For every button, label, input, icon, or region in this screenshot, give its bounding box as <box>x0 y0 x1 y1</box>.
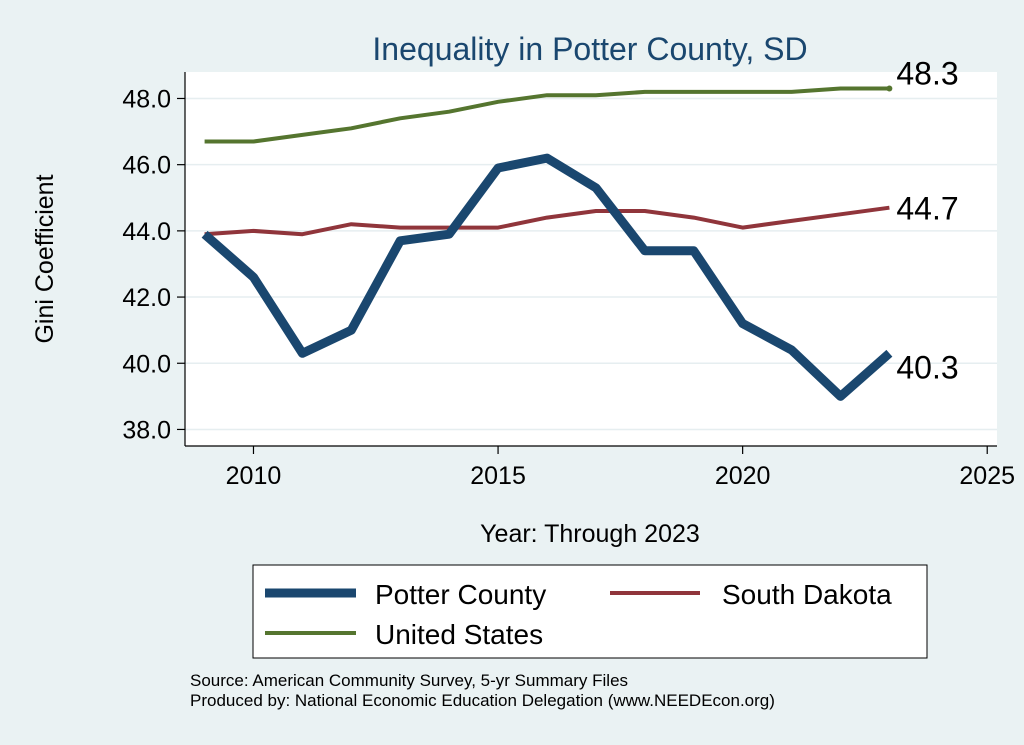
y-axis-label: Gini Coefficient <box>31 174 59 343</box>
legend-label-united-states: United States <box>375 619 543 650</box>
y-tick-label: 38.0 <box>122 416 171 444</box>
y-tick-label: 46.0 <box>122 152 171 180</box>
legend: Potter County South Dakota United States <box>252 564 928 659</box>
series-line-south-dakota <box>204 205 890 237</box>
source-note: Source: American Community Survey, 5-yr … <box>190 671 629 690</box>
y-tick-label: 42.0 <box>122 284 171 312</box>
labels-layer: 40.3 44.7 48.3 <box>896 56 958 386</box>
end-marker-united-states <box>886 85 893 92</box>
series-line-united-states <box>204 86 890 144</box>
x-tick-label: 2010 <box>226 462 282 490</box>
x-tick-label: 2015 <box>470 462 526 490</box>
end-label-potter-county: 40.3 <box>896 349 958 385</box>
y-tick-label: 48.0 <box>122 85 171 113</box>
end-label-south-dakota: 44.7 <box>896 191 958 227</box>
axes-layer: 38.0 40.0 42.0 44.0 46.0 48.0 2010 2015 2020 2025 <box>122 72 1015 490</box>
x-tick-label: 2025 <box>959 462 1015 490</box>
y-tick-label: 40.0 <box>122 350 171 378</box>
end-label-united-states: 48.3 <box>896 56 958 92</box>
legend-label-south-dakota: South Dakota <box>722 579 892 610</box>
series-line-potter-county <box>201 153 893 401</box>
x-axis-label: Year: Through 2023 <box>480 520 700 548</box>
y-tick-label: 44.0 <box>122 218 171 246</box>
chart-title: Inequality in Potter County, SD <box>372 31 807 67</box>
series-layer <box>201 85 893 401</box>
x-tick-label: 2020 <box>715 462 771 490</box>
legend-label-potter-county: Potter County <box>375 579 546 610</box>
producer-note: Produced by: National Economic Education… <box>190 691 775 710</box>
legend-box <box>252 564 928 659</box>
plot-background <box>185 72 997 446</box>
